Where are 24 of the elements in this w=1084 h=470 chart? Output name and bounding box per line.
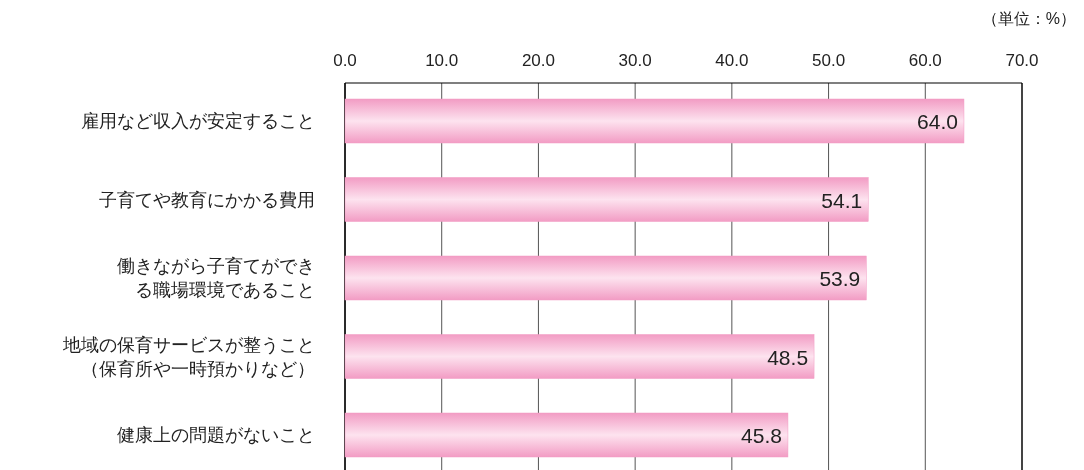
x-tick-label: 0.0	[333, 51, 357, 70]
x-tick-label: 30.0	[618, 51, 652, 70]
bar	[344, 255, 867, 301]
y-tick-label: 健康上の問題がないこと	[117, 425, 315, 445]
x-tick-label: 70.0	[1005, 51, 1039, 70]
text: （単位：%）	[981, 10, 1076, 27]
y-tick-label: 子育てや教育にかかる費用	[99, 189, 315, 210]
x-tick-label: 60.0	[908, 51, 942, 70]
bar	[344, 98, 965, 144]
bar	[344, 412, 789, 458]
data-label: 64.0	[917, 110, 958, 133]
y-tick-label: 地域の保育サービスが整うこと（保育所や一時預かりなど）	[62, 334, 315, 379]
bar	[344, 334, 815, 379]
x-tick-label: 40.0	[715, 51, 749, 70]
data-label: 48.5	[767, 345, 809, 369]
data-label: 45.8	[741, 424, 782, 447]
data-label: 53.9	[819, 267, 861, 290]
x-tick-label: 10.0	[425, 51, 459, 70]
x-tick-label: 20.0	[521, 51, 555, 70]
y-tick-label: 雇用など収入が安定すること	[81, 111, 315, 131]
bar	[344, 177, 869, 222]
data-label: 54.1	[821, 188, 863, 212]
x-tick-label: 50.0	[812, 51, 846, 70]
y-tick-label: 働きながら子育てができる職場環境であること	[117, 256, 315, 300]
